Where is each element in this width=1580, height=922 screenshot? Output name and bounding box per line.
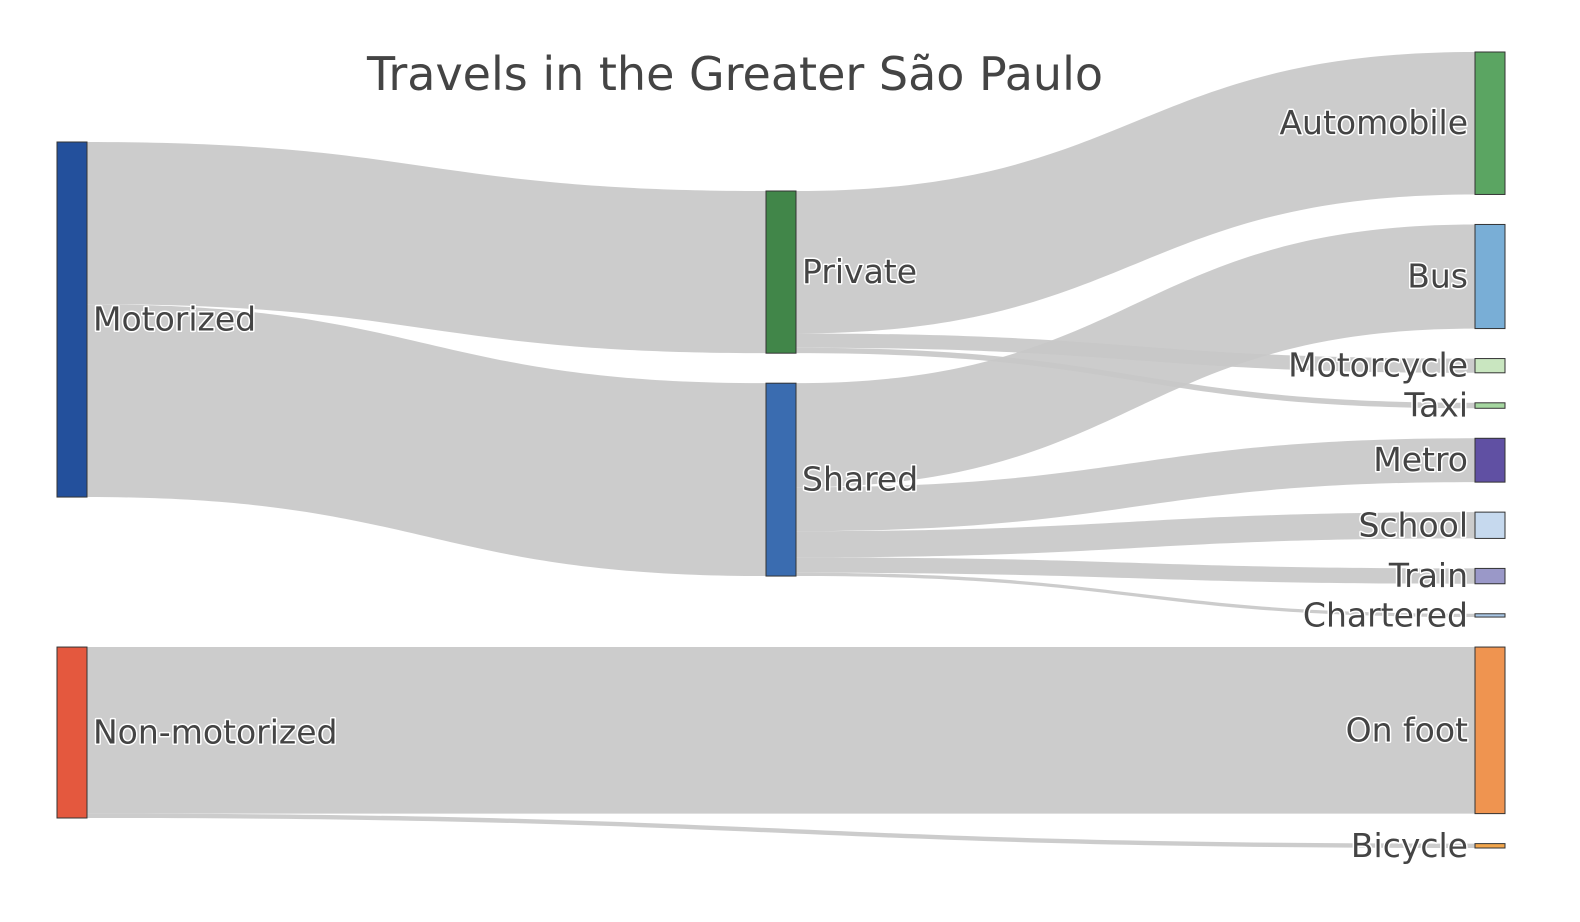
node-non-motorized[interactable]	[56, 646, 88, 819]
node-bicycle[interactable]	[1474, 843, 1506, 849]
node-label-taxi: Taxi	[1403, 386, 1468, 425]
node-label-chartered: Chartered	[1303, 595, 1468, 634]
node-motorcycle[interactable]	[1474, 358, 1506, 374]
node-label-train: Train	[1388, 556, 1468, 595]
link-non_motorized-to-bicycle[interactable]	[87, 813, 1475, 848]
link-shared-to-school[interactable]	[796, 512, 1475, 558]
node-label-private: Private	[802, 252, 917, 291]
node-label-motorcycle: Motorcycle	[1288, 346, 1468, 385]
node-label-bicycle: Bicycle	[1351, 826, 1468, 865]
link-shared-to-train[interactable]	[796, 557, 1475, 584]
node-on-foot[interactable]	[1474, 646, 1506, 815]
link-motorized-to-shared[interactable]	[87, 304, 766, 577]
node-private[interactable]	[765, 190, 797, 354]
node-school[interactable]	[1474, 511, 1506, 539]
node-label-non-motorized: Non-motorized	[93, 713, 337, 752]
node-automobile[interactable]	[1474, 51, 1506, 195]
node-taxi[interactable]	[1474, 402, 1506, 409]
labels-layer: Motorized Non-motorized Private Shared Autom…	[92, 102, 1470, 867]
node-label-shared: Shared	[802, 460, 918, 499]
link-shared-to-bus[interactable]	[796, 224, 1475, 488]
node-label-metro: Metro	[1373, 440, 1468, 479]
node-label-school: School	[1358, 505, 1468, 544]
node-label-automobile: Automobile	[1279, 103, 1468, 142]
chart-title: Travels in the Greater São Paulo	[366, 47, 1103, 101]
link-private-to-automobile[interactable]	[796, 52, 1475, 334]
link-motorized-to-private[interactable]	[87, 142, 766, 354]
node-metro[interactable]	[1474, 437, 1506, 483]
node-shared[interactable]	[765, 382, 797, 577]
node-label-on-foot: On foot	[1346, 710, 1468, 749]
node-label-bus: Bus	[1407, 257, 1468, 296]
link-shared-to-metro[interactable]	[796, 438, 1475, 532]
node-train[interactable]	[1474, 567, 1506, 585]
node-label-motorized: Motorized	[93, 300, 256, 339]
node-bus[interactable]	[1474, 223, 1506, 330]
link-non_motorized-to-on_foot[interactable]	[87, 647, 1475, 814]
link-shared-to-chartered[interactable]	[796, 572, 1475, 618]
nodes-layer	[56, 51, 1506, 849]
node-motorized[interactable]	[56, 141, 88, 498]
node-chartered[interactable]	[1474, 613, 1506, 618]
links-layer	[87, 52, 1475, 848]
